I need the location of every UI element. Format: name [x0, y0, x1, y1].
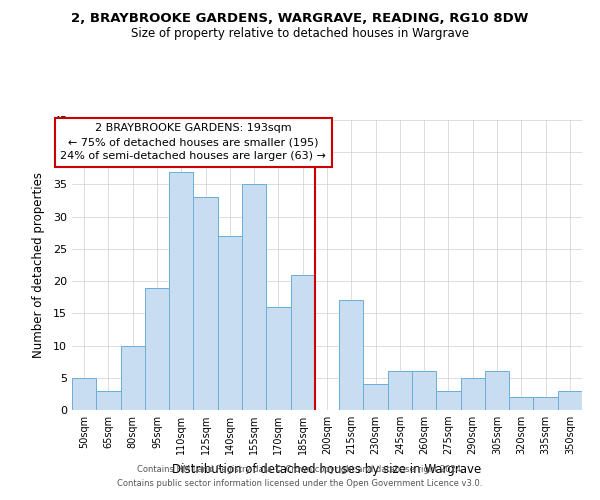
- Y-axis label: Number of detached properties: Number of detached properties: [32, 172, 44, 358]
- Bar: [121, 346, 145, 410]
- Bar: [485, 372, 509, 410]
- Bar: [412, 372, 436, 410]
- Bar: [436, 390, 461, 410]
- Bar: [339, 300, 364, 410]
- Bar: [364, 384, 388, 410]
- Text: 2, BRAYBROOKE GARDENS, WARGRAVE, READING, RG10 8DW: 2, BRAYBROOKE GARDENS, WARGRAVE, READING…: [71, 12, 529, 26]
- Bar: [218, 236, 242, 410]
- Bar: [266, 307, 290, 410]
- Text: Size of property relative to detached houses in Wargrave: Size of property relative to detached ho…: [131, 28, 469, 40]
- Bar: [461, 378, 485, 410]
- Bar: [388, 372, 412, 410]
- Bar: [558, 390, 582, 410]
- Bar: [96, 390, 121, 410]
- Bar: [145, 288, 169, 410]
- X-axis label: Distribution of detached houses by size in Wargrave: Distribution of detached houses by size …: [172, 462, 482, 475]
- Bar: [242, 184, 266, 410]
- Bar: [533, 397, 558, 410]
- Bar: [290, 274, 315, 410]
- Bar: [169, 172, 193, 410]
- Bar: [72, 378, 96, 410]
- Text: 2 BRAYBROOKE GARDENS: 193sqm
← 75% of detached houses are smaller (195)
24% of s: 2 BRAYBROOKE GARDENS: 193sqm ← 75% of de…: [61, 123, 326, 161]
- Text: Contains HM Land Registry data © Crown copyright and database right 2024.
Contai: Contains HM Land Registry data © Crown c…: [118, 466, 482, 487]
- Bar: [193, 198, 218, 410]
- Bar: [509, 397, 533, 410]
